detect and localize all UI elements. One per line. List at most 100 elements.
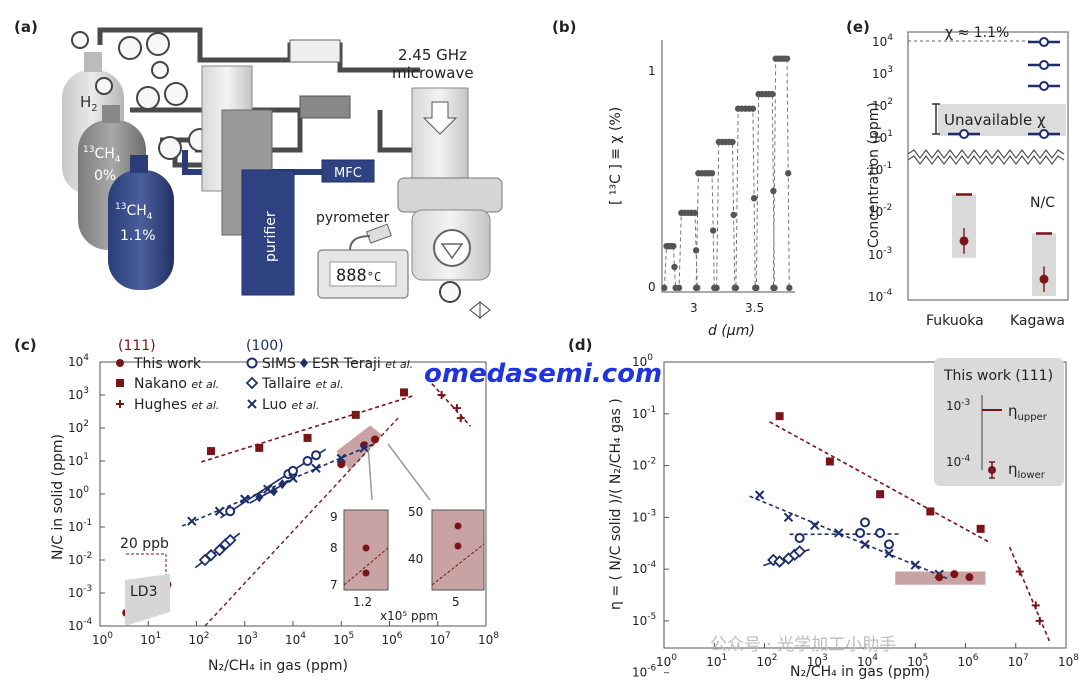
c-ytick-label: 103 bbox=[68, 386, 89, 402]
b-point bbox=[661, 284, 668, 292]
b-point bbox=[770, 187, 777, 195]
panel-b-plot bbox=[661, 55, 793, 292]
b-point bbox=[786, 284, 793, 292]
inset-x-mult: x10⁵ ppm bbox=[380, 609, 438, 623]
e-ytick-upper: 104 bbox=[872, 33, 893, 49]
watermark-wechat: 公众号 · 光学加工小助手 bbox=[710, 635, 896, 655]
c-ytick-label: 104 bbox=[68, 353, 89, 369]
d-xtick-exp: 5 bbox=[923, 653, 929, 663]
d-point bbox=[884, 548, 894, 559]
d-point bbox=[783, 512, 794, 523]
e-nc-lower bbox=[959, 236, 969, 246]
b-point bbox=[708, 170, 716, 177]
d-xtick-exp: 3 bbox=[822, 653, 828, 663]
d-point bbox=[754, 490, 765, 500]
c-point bbox=[303, 433, 312, 442]
d-point bbox=[910, 560, 920, 570]
b-ylabel: [ ¹³C ] ≡ χ (%) bbox=[608, 107, 624, 205]
mfc-label: MFC bbox=[334, 166, 362, 181]
d-point bbox=[950, 570, 959, 579]
c-ytick-exp: 2 bbox=[83, 419, 89, 429]
legend-esr: ESR Teraji et al. bbox=[312, 356, 413, 372]
c-point bbox=[311, 450, 322, 461]
c-guide-lower bbox=[204, 417, 399, 627]
b-point bbox=[784, 170, 792, 177]
e-chi-kagawa-marker bbox=[1039, 37, 1049, 47]
c-point bbox=[204, 548, 218, 562]
panel-c-annotations: 20 ppb LD3 9 8 7 1.2 50 40 5 x10⁵ ppm bbox=[120, 443, 485, 626]
d-point bbox=[1015, 567, 1024, 576]
d-legend-title: This work (111) bbox=[943, 368, 1053, 384]
c-this-work-band bbox=[336, 425, 383, 471]
c-ytick-exp: -2 bbox=[83, 551, 92, 561]
e-chi-kagawa-marker bbox=[1039, 60, 1049, 70]
b-point bbox=[729, 138, 736, 146]
c-point bbox=[337, 460, 346, 469]
c-point bbox=[214, 506, 225, 516]
c-point bbox=[437, 391, 446, 399]
microwave-reactor: 2.45 GHz microwave bbox=[392, 46, 503, 320]
inset1-y9: 9 bbox=[330, 510, 338, 524]
panel-e-label: (e) bbox=[846, 18, 870, 36]
d-point bbox=[810, 520, 820, 531]
b-xtick-3: 3 bbox=[690, 301, 698, 315]
legend-this-work: This work bbox=[133, 356, 202, 372]
c-xtick-exp: 3 bbox=[252, 631, 258, 641]
d-ytick-label: 10-2 bbox=[632, 457, 656, 473]
d-fit-5 bbox=[1008, 546, 1051, 643]
c-xtick-exp: 6 bbox=[397, 631, 403, 641]
panel-d-legend: This work (111) 10-3 10-4 ηupper ηlower bbox=[934, 358, 1064, 486]
c-xtick-label: 100 bbox=[92, 631, 113, 647]
d-point bbox=[860, 517, 870, 528]
d-point bbox=[935, 573, 944, 582]
legend-nakano: Nakano et al. bbox=[134, 376, 219, 392]
d-point bbox=[860, 539, 870, 550]
d-ytick-exp: -4 bbox=[647, 560, 656, 570]
c-point bbox=[311, 463, 321, 474]
e-ytick-exp: 2 bbox=[887, 97, 893, 107]
b-point bbox=[692, 247, 700, 254]
c-ytick-exp: -4 bbox=[83, 617, 92, 627]
e-ytick-upper: 103 bbox=[872, 65, 893, 81]
d-ytick-label: 10-1 bbox=[632, 405, 656, 421]
c-point bbox=[225, 506, 236, 517]
e-ytick-exp: -2 bbox=[883, 203, 892, 213]
d-point bbox=[773, 555, 786, 568]
d-point bbox=[825, 457, 834, 466]
c-point bbox=[456, 414, 465, 423]
c-point bbox=[213, 543, 226, 557]
c-point bbox=[263, 484, 273, 494]
d-fit-3 bbox=[749, 495, 950, 580]
c-ytick-exp: 3 bbox=[83, 386, 89, 396]
e-cat-fukuoka: Fukuoka bbox=[926, 313, 984, 329]
ch4-0pct-value: 0% bbox=[94, 168, 116, 184]
d-point bbox=[794, 532, 805, 543]
panel-a-label: (a) bbox=[14, 18, 38, 36]
c-20ppb: 20 ppb bbox=[120, 536, 169, 552]
d-point bbox=[875, 527, 886, 538]
b-point bbox=[730, 211, 737, 219]
d-xtick-label: 102 bbox=[757, 653, 778, 669]
panel-b: (b) 1 0 3 3.5 [ ¹³C ] ≡ χ (%) d (μm) bbox=[552, 18, 795, 339]
c-ytick-label: 101 bbox=[68, 452, 89, 468]
d-point bbox=[855, 527, 866, 538]
d-ytick-exp: 0 bbox=[647, 353, 653, 363]
c-fit-2 bbox=[431, 383, 472, 427]
b-point bbox=[692, 284, 700, 292]
d-ylabel: η = ( N/C solid )/( N₂/CH₄ gas ) bbox=[608, 398, 624, 610]
e-nc-label: N/C bbox=[1030, 195, 1055, 211]
d-point bbox=[1035, 616, 1044, 625]
e-chi-kagawa-marker bbox=[1039, 81, 1049, 91]
e-ytick-exp: 1 bbox=[887, 129, 893, 139]
c-point bbox=[336, 453, 346, 464]
panel-b-ticks: 1 0 3 3.5 bbox=[648, 64, 764, 315]
c-xtick-label: 106 bbox=[382, 631, 403, 647]
d-ytick-exp: -6 bbox=[647, 664, 656, 674]
b-point bbox=[732, 284, 740, 292]
c-ytick-label: 10-4 bbox=[68, 617, 93, 633]
d-point bbox=[976, 524, 985, 533]
d-xtick-label: 108 bbox=[1058, 653, 1079, 669]
d-point bbox=[883, 539, 894, 550]
c-xtick-label: 103 bbox=[237, 631, 258, 647]
legend-tallaire: Tallaire et al. bbox=[261, 376, 343, 392]
